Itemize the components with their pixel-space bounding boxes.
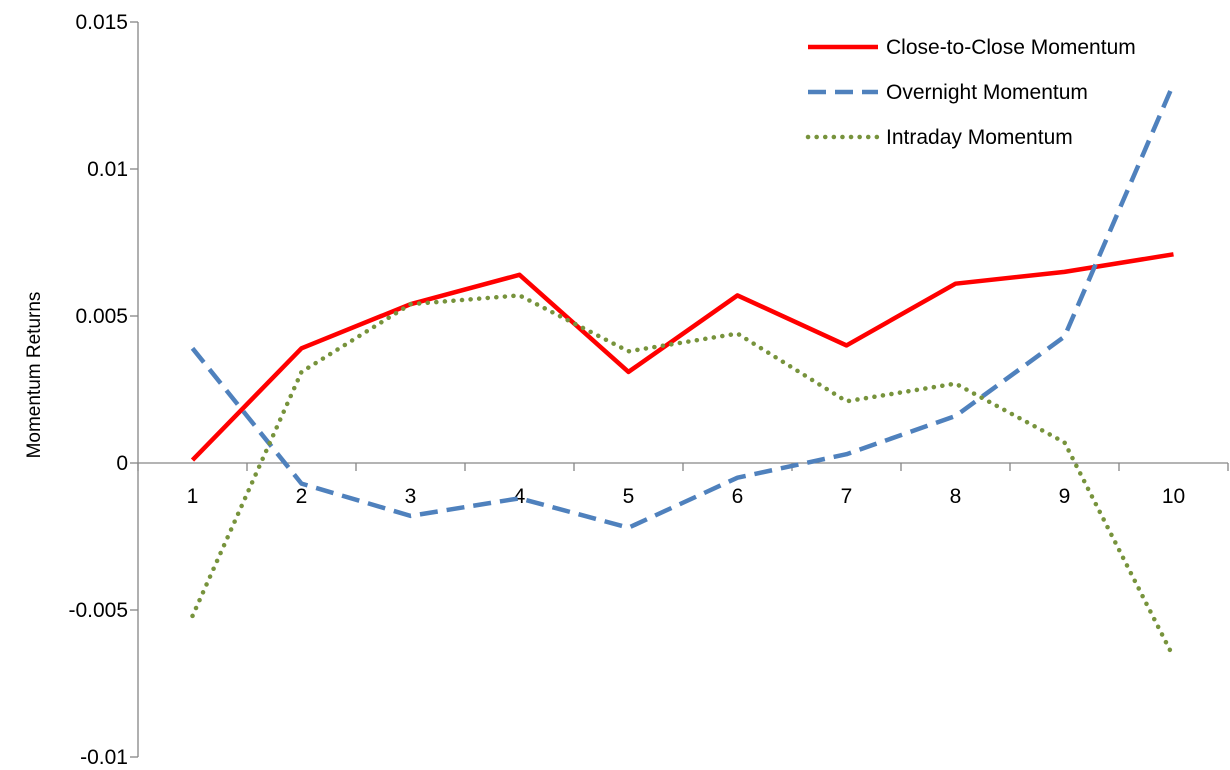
x-tick-label: 2 xyxy=(296,485,308,508)
series-lines xyxy=(190,82,1176,660)
legend-label-1: Close-to-Close Momentum xyxy=(886,36,1136,59)
series-line-1 xyxy=(190,252,1174,462)
x-tick-label: 1 xyxy=(187,485,199,508)
chart-axes xyxy=(130,21,1229,758)
x-tick-label: 6 xyxy=(732,485,744,508)
legend: Close-to-Close Momentum Overnight Momentu… xyxy=(805,36,1136,149)
legend-label-3: Intraday Momentum xyxy=(886,126,1073,149)
legend-label-2: Overnight Momentum xyxy=(886,81,1088,104)
y-tick-label: -0.005 xyxy=(68,599,128,622)
series-line-2 xyxy=(190,82,1176,530)
x-tick-label: 5 xyxy=(623,485,635,508)
x-tick-label: 7 xyxy=(841,485,853,508)
y-tick-label: 0.005 xyxy=(75,305,128,328)
y-tick-label: -0.01 xyxy=(80,746,128,769)
y-tick-label: 0.015 xyxy=(75,11,128,34)
x-tick-label: 10 xyxy=(1162,485,1185,508)
x-tick-labels: 1 2 3 4 5 6 7 8 9 10 xyxy=(187,485,1186,508)
x-tick-label: 4 xyxy=(514,485,526,508)
y-tick-label: 0 xyxy=(116,452,128,475)
x-tick-label: 3 xyxy=(405,485,417,508)
y-axis-title: Momentum Returns xyxy=(24,292,45,459)
x-tick-label: 8 xyxy=(950,485,962,508)
y-tick-label: 0.01 xyxy=(87,158,128,181)
x-tick-label: 9 xyxy=(1059,485,1071,508)
series-line-3 xyxy=(190,293,1176,660)
y-tick-labels: -0.01 -0.005 0 0.005 0.01 0.015 xyxy=(68,11,128,769)
